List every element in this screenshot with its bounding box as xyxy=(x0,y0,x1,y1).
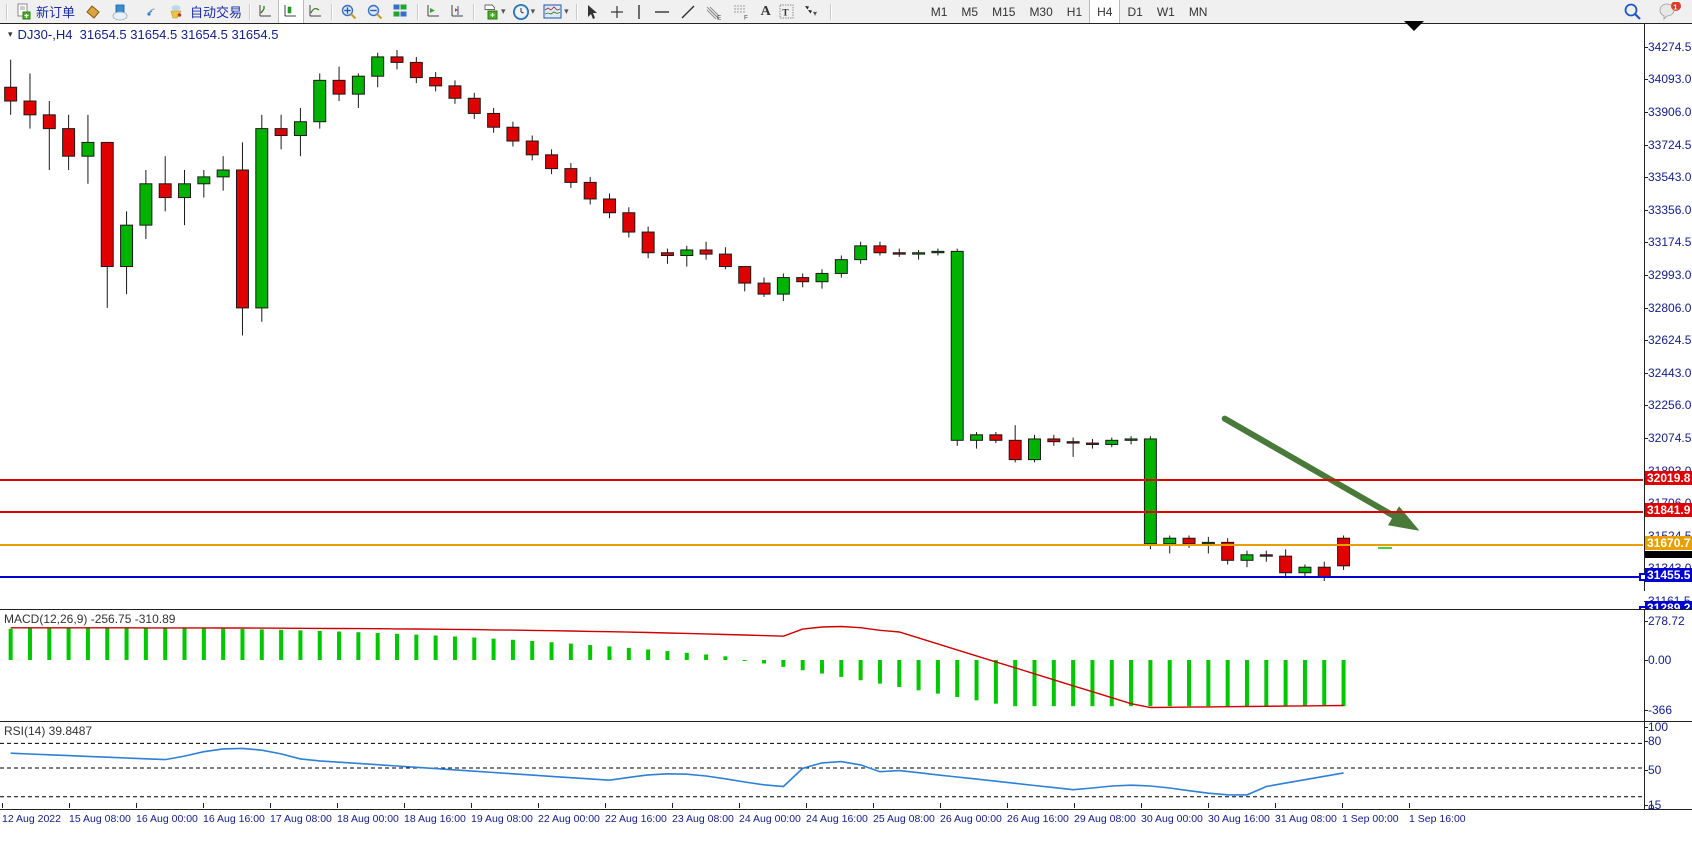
svg-text:T: T xyxy=(782,8,789,18)
svg-text:▾: ▾ xyxy=(813,9,817,18)
svg-text:F: F xyxy=(744,14,748,20)
svg-text:1: 1 xyxy=(1673,2,1677,11)
svg-text:E: E xyxy=(717,14,722,20)
